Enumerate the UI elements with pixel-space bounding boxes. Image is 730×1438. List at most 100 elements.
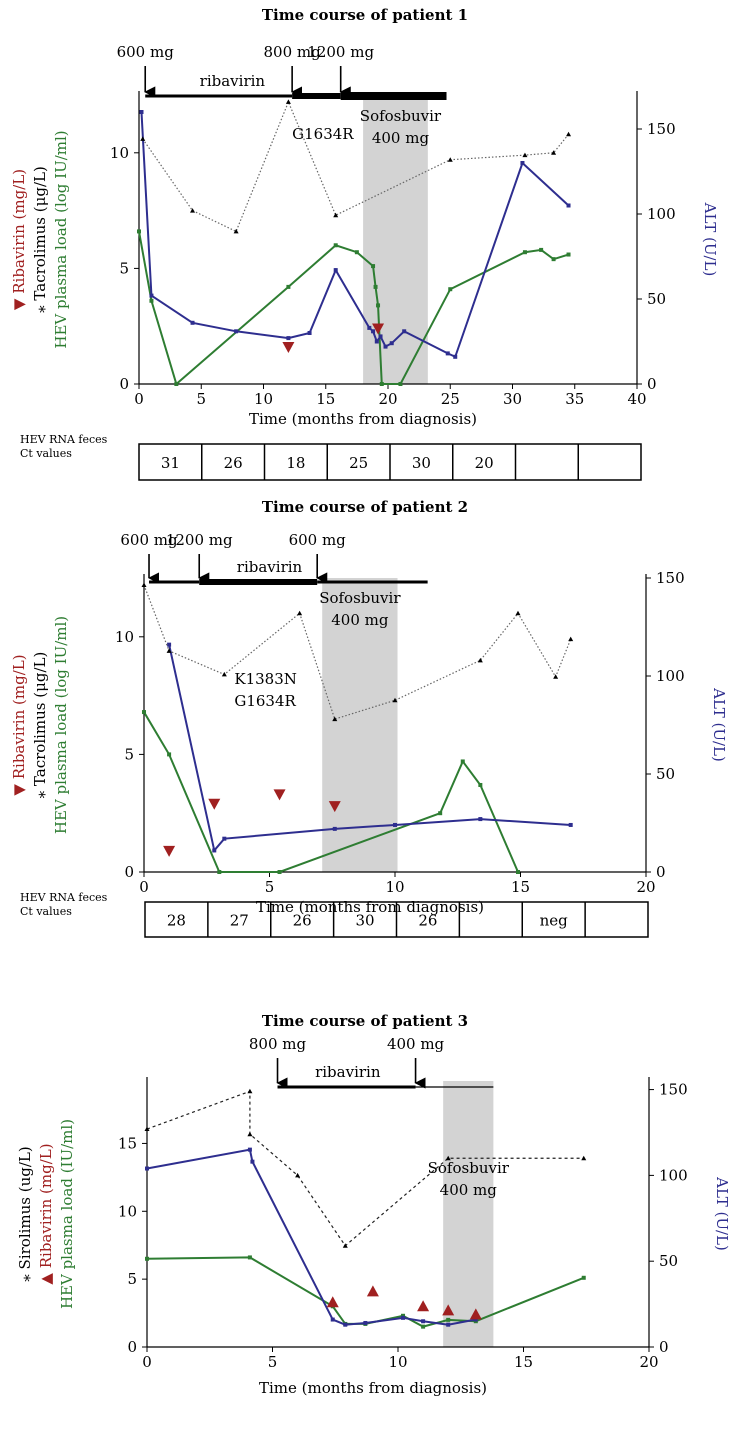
y-tick-label: 10 bbox=[115, 628, 134, 646]
data-point bbox=[149, 293, 154, 298]
data-point bbox=[333, 268, 338, 273]
data-point bbox=[286, 284, 291, 289]
ct-cell: 26 bbox=[293, 912, 312, 930]
data-point bbox=[277, 870, 282, 874]
y-axis-label-text: Tacrolimus (μg/L) bbox=[31, 166, 49, 300]
legend-marker: ⁎ bbox=[31, 301, 49, 313]
y2-tick-label: 50 bbox=[647, 290, 666, 308]
dose-label: 400 mg bbox=[387, 1035, 445, 1053]
data-point bbox=[145, 1166, 149, 1171]
y2-tick-label: 0 bbox=[647, 375, 657, 393]
panel-3: Time course of patient 3 Sofosbuvir 400 mg… bbox=[16, 1012, 730, 1397]
data-point bbox=[478, 782, 483, 787]
data-point bbox=[234, 329, 239, 334]
y2-tick-label: 100 bbox=[659, 1166, 688, 1184]
sofosbuvir-label: Sofosbuvir bbox=[360, 107, 442, 125]
y2-tick-label: 50 bbox=[656, 765, 675, 783]
y-axis-label: ⁎ Tacrolimus (μg/L) bbox=[31, 166, 49, 313]
x-tick-label: 40 bbox=[627, 390, 646, 408]
x-tick-label: 0 bbox=[134, 390, 144, 408]
y-axis-label: HEV plasma load (IU/ml) bbox=[58, 1119, 76, 1309]
sofosbuvir-label: 400 mg bbox=[440, 1181, 498, 1199]
sofosbuvir-label: Sofosbuvir bbox=[319, 589, 401, 607]
ct-cell: 27 bbox=[230, 912, 249, 930]
data-point bbox=[421, 1319, 426, 1324]
ribavirin-point bbox=[417, 1300, 430, 1312]
data-point bbox=[473, 1317, 478, 1322]
ribavirin-point bbox=[163, 845, 176, 857]
data-point bbox=[297, 610, 303, 616]
data-point bbox=[332, 826, 337, 831]
data-point bbox=[379, 382, 384, 386]
ct-cell: 26 bbox=[418, 912, 437, 930]
data-point bbox=[445, 1155, 451, 1161]
ribavirin-point bbox=[282, 342, 295, 354]
y-tick-label: 0 bbox=[119, 375, 129, 393]
ribavirin-point bbox=[208, 798, 221, 810]
data-point bbox=[445, 351, 450, 356]
data-point bbox=[307, 331, 312, 335]
data-point bbox=[553, 674, 559, 679]
data-point bbox=[446, 1317, 451, 1322]
data-point bbox=[149, 298, 154, 303]
ct-cell: 30 bbox=[412, 454, 431, 472]
data-point bbox=[566, 131, 572, 137]
y-tick-label: 10 bbox=[118, 1202, 137, 1220]
x-tick-label: 5 bbox=[196, 390, 206, 408]
y-tick-label: 15 bbox=[118, 1134, 137, 1152]
data-point bbox=[295, 1172, 301, 1178]
x-tick-label: 15 bbox=[514, 1353, 533, 1371]
dose-label: 1200 mg bbox=[307, 43, 374, 61]
x-tick-label: 15 bbox=[316, 390, 335, 408]
y-axis-label-text: Ribavirin (mg/L) bbox=[37, 1143, 55, 1268]
data-point bbox=[566, 203, 571, 208]
y-axis-label-text: HEV plasma load (IU/ml) bbox=[58, 1119, 76, 1309]
ct-table-label: HEV RNA feces bbox=[20, 433, 108, 446]
legend-marker: ▼ bbox=[10, 779, 28, 795]
data-point bbox=[190, 320, 195, 325]
ribavirin-point bbox=[469, 1308, 482, 1320]
x-tick-label: 30 bbox=[503, 390, 522, 408]
data-point bbox=[142, 710, 146, 715]
y2-tick-label: 150 bbox=[647, 120, 676, 138]
x-axis-label: Time (months from diagnosis) bbox=[249, 410, 477, 428]
data-point bbox=[373, 284, 378, 289]
x-tick-label: 25 bbox=[441, 390, 460, 408]
y2-tick-label: 50 bbox=[659, 1252, 678, 1270]
data-point bbox=[144, 1126, 150, 1132]
dose-label: 800 mg bbox=[264, 43, 322, 61]
ct-table-label: Ct values bbox=[20, 905, 72, 918]
data-point bbox=[515, 870, 520, 874]
data-point bbox=[247, 1088, 253, 1094]
ribavirin-point bbox=[442, 1304, 455, 1316]
x-tick-label: 35 bbox=[565, 390, 584, 408]
x-tick-label: 20 bbox=[636, 878, 655, 896]
data-point bbox=[438, 811, 443, 816]
dose-label: 600 mg bbox=[120, 531, 178, 549]
mutation-label: K1383N bbox=[234, 670, 297, 688]
data-point bbox=[330, 1317, 335, 1322]
hev-plasma-load-line bbox=[138, 231, 569, 386]
y-tick-label: 10 bbox=[110, 144, 129, 162]
y2-axis-label: ALT (U/L) bbox=[710, 687, 728, 762]
x-axis-label: Time (months from diagnosis) bbox=[259, 1379, 487, 1397]
x-tick-label: 10 bbox=[388, 1353, 407, 1371]
data-point bbox=[568, 822, 573, 827]
mutation-label: G1634R bbox=[292, 125, 354, 143]
therapy-label: ribavirin bbox=[315, 1063, 381, 1081]
data-point bbox=[221, 671, 227, 677]
data-point bbox=[222, 836, 227, 841]
alt-line bbox=[146, 1148, 476, 1326]
data-point bbox=[374, 339, 379, 344]
x-tick-label: 10 bbox=[385, 878, 404, 896]
data-point bbox=[581, 1155, 587, 1161]
y2-tick-label: 0 bbox=[656, 863, 666, 881]
y-tick-label: 5 bbox=[124, 745, 134, 763]
data-point bbox=[371, 264, 376, 269]
data-point bbox=[342, 1243, 348, 1248]
y2-axis-label: ALT (U/L) bbox=[713, 1176, 730, 1251]
y2-axis-label: ALT (U/L) bbox=[701, 202, 719, 277]
y-axis-label: ▲ Ribavirin (mg/L) bbox=[37, 1143, 55, 1284]
y-axis-label: ⁎ Sirolimus (ug/L) bbox=[16, 1146, 34, 1281]
sofosbuvir-period bbox=[322, 578, 398, 872]
